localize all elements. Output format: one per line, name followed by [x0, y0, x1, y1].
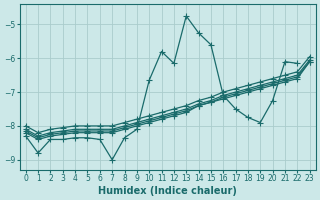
X-axis label: Humidex (Indice chaleur): Humidex (Indice chaleur) — [98, 186, 237, 196]
